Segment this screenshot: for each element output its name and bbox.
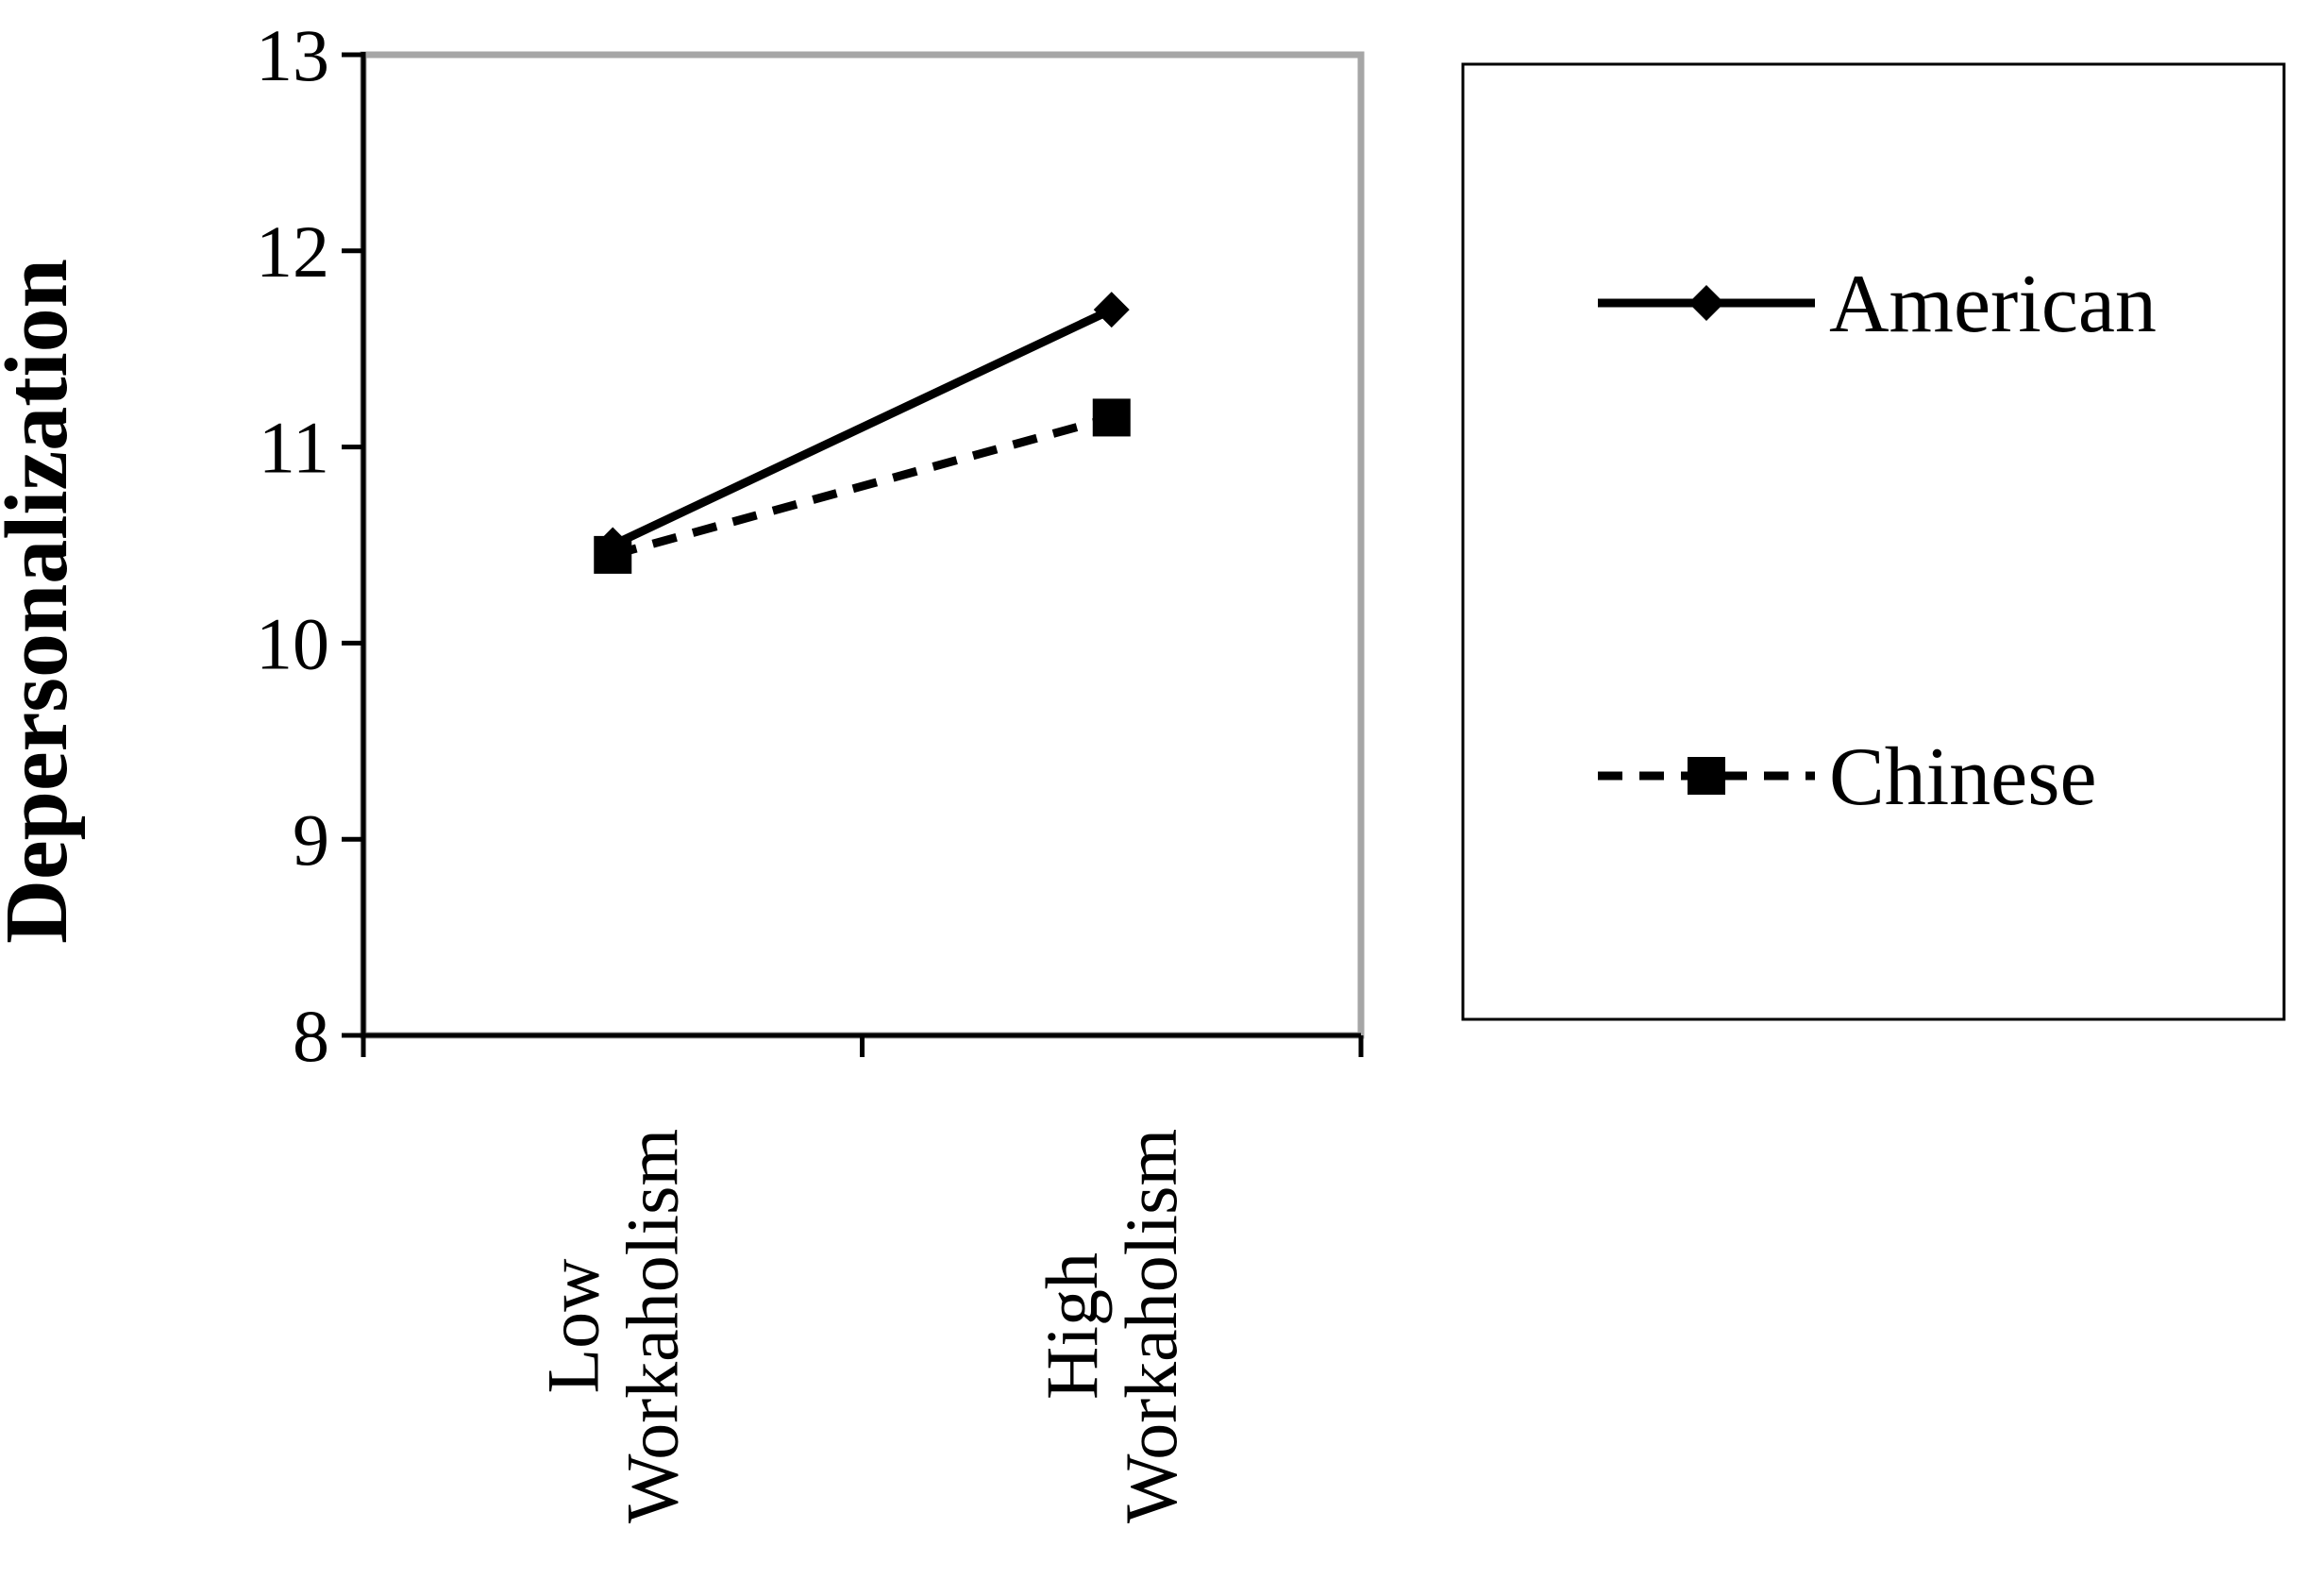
series-chinese-marker-square — [1092, 398, 1131, 437]
plot-area-border — [360, 51, 1365, 1039]
legend-entry-american-label: American — [1829, 259, 2157, 350]
x-axis-category-label: High — [1031, 1252, 1113, 1400]
series-chinese-line — [612, 413, 1113, 560]
series-american-marker-diamond — [1093, 292, 1130, 328]
y-axis-tick-label: 11 — [259, 407, 329, 489]
y-axis-title: Depersonalization — [0, 259, 86, 944]
x-axis-category-label: Low — [531, 1259, 613, 1394]
y-axis-tick-label: 9 — [293, 798, 329, 881]
y-axis-tick-label: 13 — [256, 14, 329, 96]
series-american-line — [611, 306, 1114, 549]
y-axis-tick-label: 8 — [293, 995, 329, 1077]
x-axis-category-label: Workaholism — [611, 1129, 693, 1523]
y-axis-tick-label: 12 — [256, 210, 329, 293]
series-chinese-marker-square — [594, 535, 632, 574]
x-axis-category-label: Workaholism — [1110, 1129, 1192, 1523]
legend-entry-chinese-marker-square — [1688, 757, 1725, 795]
legend-entry-american-marker-diamond — [1688, 285, 1724, 321]
legend-entry-chinese-label: Chinese — [1829, 731, 2097, 823]
y-axis-tick-label: 10 — [256, 602, 329, 684]
legend-box — [1461, 62, 2286, 1021]
